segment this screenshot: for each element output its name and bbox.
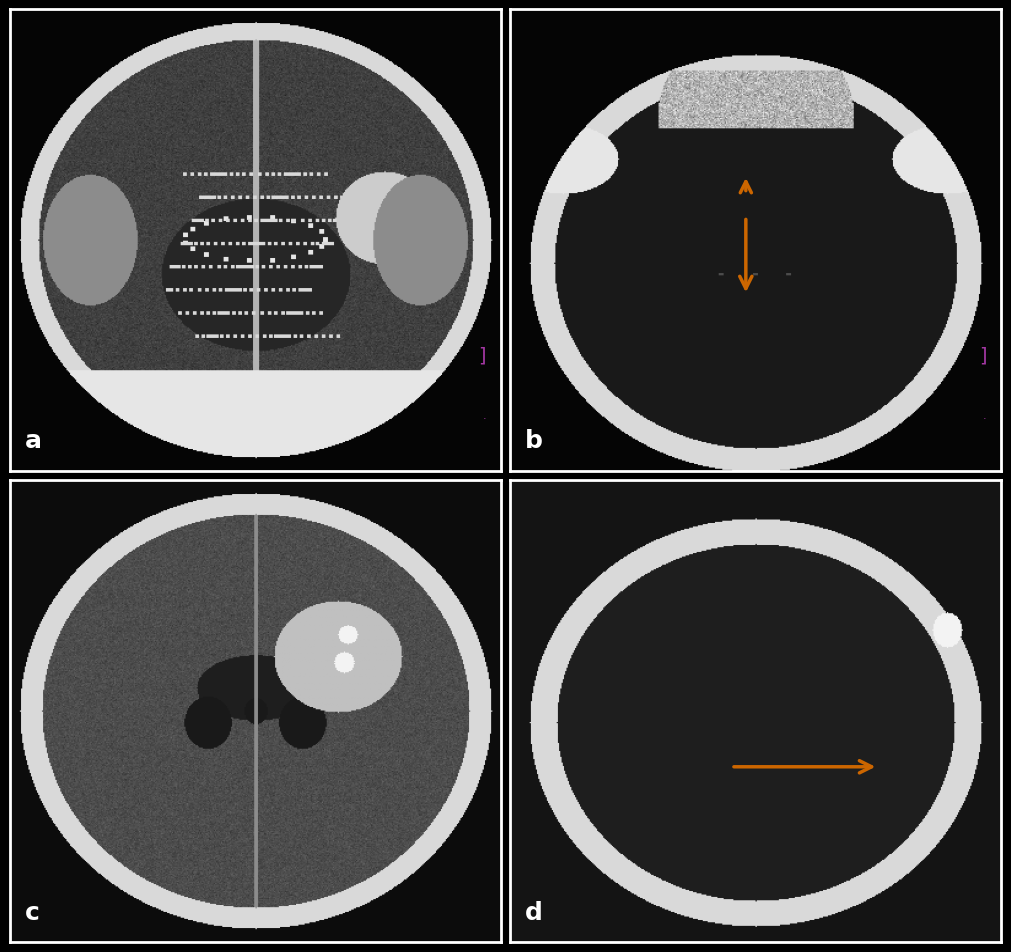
Text: .: .	[482, 411, 486, 421]
Text: ]: ]	[979, 347, 986, 366]
Text: c: c	[25, 900, 39, 924]
Text: a: a	[25, 429, 41, 453]
Text: d: d	[525, 900, 543, 924]
Text: b: b	[525, 429, 543, 453]
Text: ]: ]	[478, 347, 486, 366]
Text: .: .	[983, 411, 986, 421]
